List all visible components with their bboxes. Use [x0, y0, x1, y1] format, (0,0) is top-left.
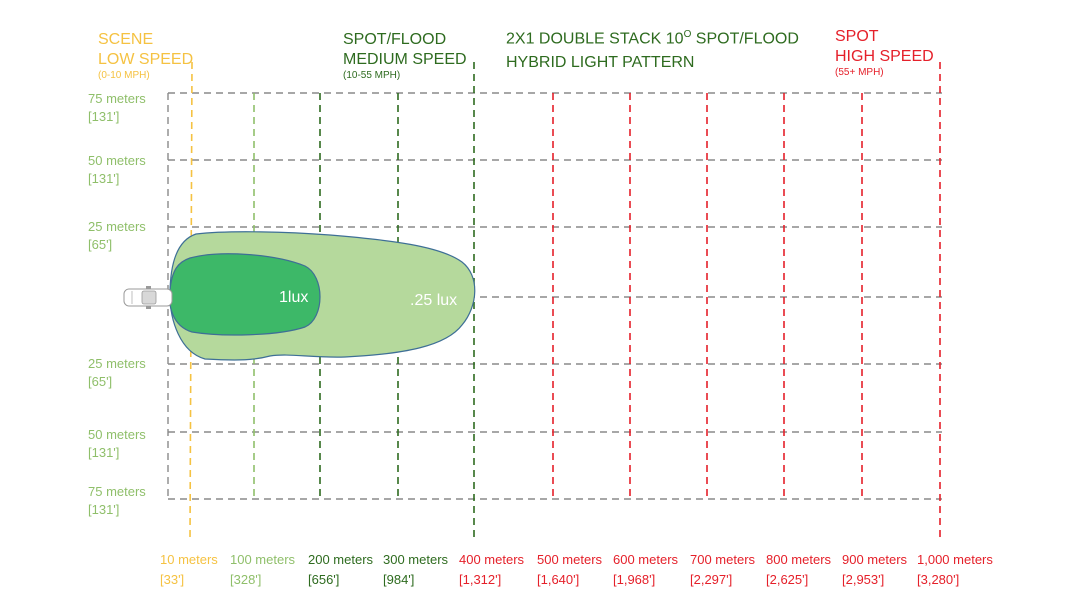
- y-label-feet: [131']: [88, 502, 120, 518]
- x-label-feet: [656']: [308, 571, 340, 587]
- y-label-feet: [131']: [88, 445, 120, 461]
- spot-flood-zone-heading: SPOT/FLOOD MEDIUM SPEED (10-55 MPH): [343, 30, 467, 83]
- y-label-25m-top: 25 meters [65']: [88, 218, 146, 254]
- x-label-10m: 10 meters [33']: [160, 550, 218, 589]
- x-label-feet: [3,280']: [917, 571, 960, 587]
- x-label-meters: 300 meters: [383, 552, 449, 567]
- scene-zone-heading: SCENE LOW SPEED (0-10 MPH): [98, 30, 193, 83]
- x-label-feet: [328']: [230, 571, 262, 587]
- x-label-feet: [2,625']: [766, 571, 809, 587]
- x-label-meters: 400 meters: [459, 552, 525, 567]
- spot-flood-speed-range: (10-55 MPH): [343, 70, 401, 81]
- x-label-feet: [33']: [160, 571, 185, 587]
- x-label-meters: 700 meters: [690, 552, 756, 567]
- spot-flood-title: SPOT/FLOOD: [343, 31, 447, 48]
- y-label-feet: [65']: [88, 237, 113, 253]
- diagram-title-line-1: 2X1 DOUBLE STACK 10O SPOT/FLOOD: [506, 27, 799, 51]
- x-label-meters: 10 meters: [160, 552, 218, 567]
- gridline-10m: [189, 61, 193, 541]
- x-label-meters: 100 meters: [230, 552, 296, 567]
- x-label-400m: 400 meters [1,312']: [459, 550, 524, 589]
- y-label-meters: 75 meters: [88, 91, 146, 106]
- x-label-feet: [2,297']: [690, 571, 733, 587]
- spot-flood-speed-label: MEDIUM SPEED: [343, 51, 467, 68]
- x-label-meters: 800 meters: [766, 552, 832, 567]
- x-label-feet: [1,312']: [459, 571, 502, 587]
- y-label-meters: 50 meters: [88, 427, 146, 442]
- horizontal-gridlines: [168, 92, 942, 500]
- diagram-title-text: 2X1 DOUBLE STACK 10: [506, 30, 684, 48]
- x-label-feet: [1,968']: [613, 571, 656, 587]
- y-label-25m-bottom: 25 meters [65']: [88, 355, 146, 391]
- y-label-meters: 75 meters: [88, 484, 146, 499]
- x-label-feet: [2,953']: [842, 571, 885, 587]
- spot-speed-label: HIGH SPEED: [835, 48, 934, 65]
- x-label-feet: [984']: [383, 571, 415, 587]
- y-label-meters: 50 meters: [88, 153, 146, 168]
- y-label-meters: 25 meters: [88, 219, 146, 234]
- spot-title: SPOT: [835, 28, 879, 45]
- y-label-50m-top: 50 meters [131']: [88, 152, 146, 188]
- x-label-100m: 100 meters [328']: [230, 550, 295, 589]
- x-label-feet: [1,640']: [537, 571, 580, 587]
- diagram-title-tail: SPOT/FLOOD: [691, 30, 799, 48]
- x-label-600m: 600 meters [1,968']: [613, 550, 678, 589]
- degree-mark: O: [683, 29, 692, 40]
- y-label-50m-bottom: 50 meters [131']: [88, 426, 146, 462]
- x-label-500m: 500 meters [1,640']: [537, 550, 602, 589]
- y-label-75m-top: 75 meters [131']: [88, 90, 146, 126]
- scene-title: SCENE: [98, 31, 154, 48]
- y-label-feet: [131']: [88, 171, 120, 187]
- quarter-lux-label: .25 lux: [410, 292, 457, 309]
- y-label-75m-bottom: 75 meters [131']: [88, 483, 146, 519]
- x-label-meters: 200 meters: [308, 552, 374, 567]
- x-label-meters: 600 meters: [613, 552, 679, 567]
- vertical-gridlines: [167, 61, 941, 542]
- x-label-meters: 500 meters: [537, 552, 603, 567]
- y-label-feet: [131']: [88, 109, 120, 125]
- x-label-1000m: 1,000 meters [3,280']: [917, 550, 993, 589]
- scene-speed-label: LOW SPEED: [98, 51, 194, 68]
- y-label-feet: [65']: [88, 374, 113, 390]
- one-lux-label: 1lux: [279, 289, 308, 306]
- x-label-200m: 200 meters [656']: [308, 550, 373, 589]
- vehicle-icon: [123, 286, 173, 309]
- diagram-title: 2X1 DOUBLE STACK 10O SPOT/FLOOD HYBRID L…: [506, 27, 799, 75]
- spot-zone-heading: SPOT HIGH SPEED (55+ MPH): [835, 27, 934, 80]
- diagram-title-line-2: HYBRID LIGHT PATTERN: [506, 54, 695, 72]
- x-label-900m: 900 meters [2,953']: [842, 550, 907, 589]
- x-label-300m: 300 meters [984']: [383, 550, 448, 589]
- x-label-meters: 900 meters: [842, 552, 908, 567]
- y-label-meters: 25 meters: [88, 356, 146, 371]
- x-label-meters: 1,000 meters: [917, 552, 993, 567]
- scene-speed-range: (0-10 MPH): [98, 70, 150, 81]
- x-label-800m: 800 meters [2,625']: [766, 550, 831, 589]
- spot-speed-range: (55+ MPH): [835, 67, 884, 78]
- x-label-700m: 700 meters [2,297']: [690, 550, 755, 589]
